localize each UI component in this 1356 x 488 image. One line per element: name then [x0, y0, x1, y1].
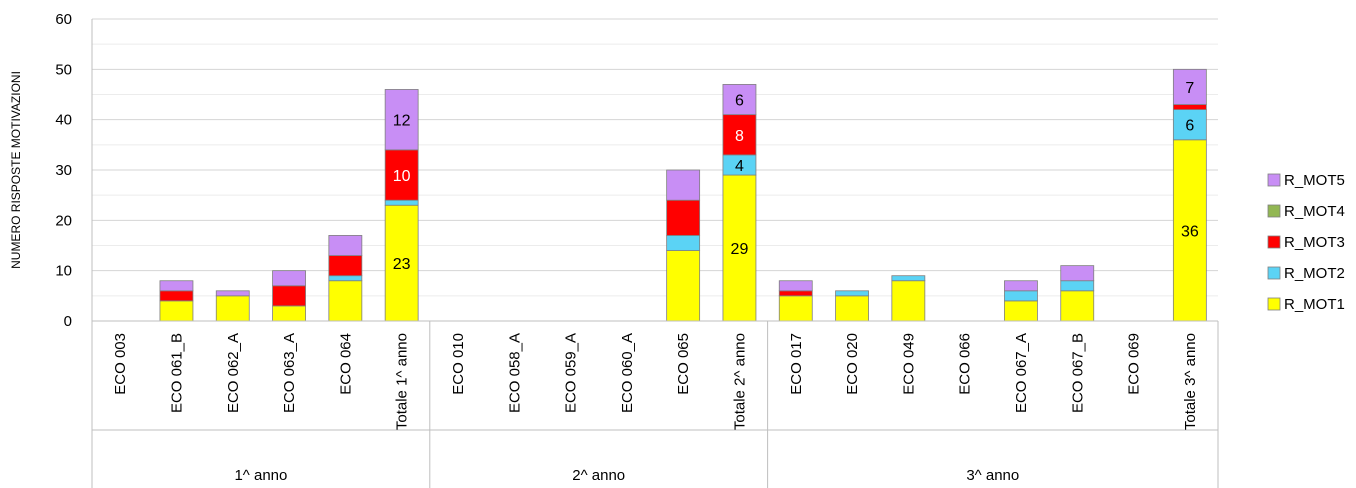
- bar-segment: [891, 275, 926, 282]
- bar-segment: [1004, 290, 1038, 302]
- x-tick-label: ECO 069: [1126, 333, 1143, 395]
- group-label: 1^ anno: [234, 467, 287, 484]
- x-tick-label: ECO 058_A: [506, 333, 523, 413]
- y-tick-label: 10: [55, 263, 72, 280]
- axes: 0 10 20 30 40 50 60 1^ anno 2^ anno 3^ anno ECO 00…: [55, 11, 1219, 488]
- bar-segment: [666, 199, 701, 236]
- bar-segment: [272, 285, 306, 307]
- bar-segment: [722, 174, 757, 322]
- legend-swatch: [1267, 173, 1281, 187]
- gridlines: [92, 18, 1218, 322]
- legend-swatch: [1267, 266, 1281, 280]
- data-label: 10: [393, 168, 411, 185]
- x-tick-label: ECO 060_A: [619, 333, 636, 413]
- bar-segment: [159, 280, 194, 292]
- bar-segment: [666, 250, 701, 322]
- bar-segment: [1172, 109, 1207, 141]
- bar-segment: [1004, 300, 1038, 322]
- bar-segment: [835, 290, 869, 297]
- bar-segment: [328, 235, 363, 256]
- bar-segment: [384, 89, 419, 151]
- bar-segment: [384, 199, 419, 206]
- bar-segment: [778, 295, 813, 322]
- data-labels: 23 10 12 29 4 8 6 36 6 7: [393, 80, 1199, 273]
- x-tick-label: ECO 067_B: [1069, 333, 1086, 413]
- legend-swatch: [1267, 235, 1281, 249]
- group-label: 2^ anno: [572, 467, 625, 484]
- x-tick-label: ECO 062_A: [225, 333, 242, 413]
- bar-segment: [778, 290, 813, 297]
- y-tick-label: 50: [55, 61, 72, 78]
- x-tick-label: ECO 049: [900, 333, 917, 395]
- bar-segment: [1172, 139, 1207, 322]
- x-tick-label: ECO 064: [337, 333, 354, 395]
- legend-label: R_MOT2: [1284, 265, 1345, 282]
- bar-segment: [891, 280, 926, 322]
- bar-segment: [215, 290, 250, 297]
- group-label: 3^ anno: [966, 467, 1019, 484]
- bar-segment: [272, 270, 306, 287]
- legend: R_MOT5 R_MOT4 R_MOT3 R_MOT2 R_MOT1: [1267, 172, 1345, 313]
- x-tick-label: ECO 061_B: [168, 333, 185, 413]
- x-tick-label: Totale 1^ anno: [394, 333, 411, 430]
- data-label: 6: [735, 93, 744, 110]
- data-label: 29: [731, 241, 749, 258]
- bar-segment: [328, 275, 363, 282]
- bar-segment: [722, 84, 757, 116]
- legend-swatch: [1267, 297, 1281, 311]
- bar-segment: [328, 280, 363, 322]
- bar-segment: [272, 305, 306, 322]
- legend-label: R_MOT3: [1284, 234, 1345, 251]
- y-tick-label: 0: [64, 313, 72, 330]
- data-label: 4: [735, 158, 744, 175]
- bar-segment: [666, 169, 701, 201]
- data-label: 8: [735, 128, 744, 145]
- bar-segment: [666, 235, 701, 251]
- bar-segment: [159, 300, 194, 322]
- x-tick-label: Totale 3^ anno: [1182, 333, 1199, 430]
- bar-segment: [1004, 280, 1038, 292]
- legend-swatch: [1267, 204, 1281, 218]
- bar-segment: [1060, 265, 1095, 282]
- data-label: 12: [393, 113, 411, 130]
- x-tick-label: ECO 063_A: [281, 333, 298, 413]
- data-label: 7: [1185, 80, 1194, 97]
- x-tick-label: ECO 066: [957, 333, 974, 395]
- data-label: 23: [393, 256, 411, 273]
- bar-segment: [835, 295, 869, 322]
- legend-label: R_MOT5: [1284, 172, 1345, 189]
- bar-segment: [1172, 104, 1207, 110]
- bar-segment: [1060, 280, 1095, 292]
- legend-label: R_MOT1: [1284, 296, 1345, 313]
- bar-segment: [328, 255, 363, 277]
- x-tick-label: ECO 010: [450, 333, 467, 395]
- bar-segment: [159, 290, 194, 302]
- bar-segment: [1060, 290, 1095, 322]
- bar-segment: [722, 114, 757, 156]
- bar-segment: [1172, 68, 1207, 105]
- y-tick-label: 40: [55, 112, 72, 129]
- x-tick-label: ECO 065: [675, 333, 692, 395]
- data-label: 36: [1181, 223, 1199, 240]
- bar-segment: [778, 280, 813, 292]
- x-tick-label: Totale 2^ anno: [731, 333, 748, 430]
- y-tick-label: 60: [55, 11, 72, 28]
- bar-segment: [215, 295, 250, 322]
- y-tick-label: 30: [55, 162, 72, 179]
- y-tick-label: 20: [55, 212, 72, 229]
- y-axis-title: NUMERO RISPOSTE MOTIVAZIONI: [9, 71, 23, 269]
- x-tick-label: ECO 003: [112, 333, 129, 395]
- data-label: 6: [1185, 118, 1194, 135]
- legend-label: R_MOT4: [1284, 203, 1345, 220]
- x-tick-label: ECO 017: [788, 333, 805, 395]
- x-tick-label: ECO 020: [844, 333, 861, 395]
- bars: [159, 68, 1207, 322]
- x-tick-label: ECO 067_A: [1013, 333, 1030, 413]
- x-tick-label: ECO 059_A: [563, 333, 580, 413]
